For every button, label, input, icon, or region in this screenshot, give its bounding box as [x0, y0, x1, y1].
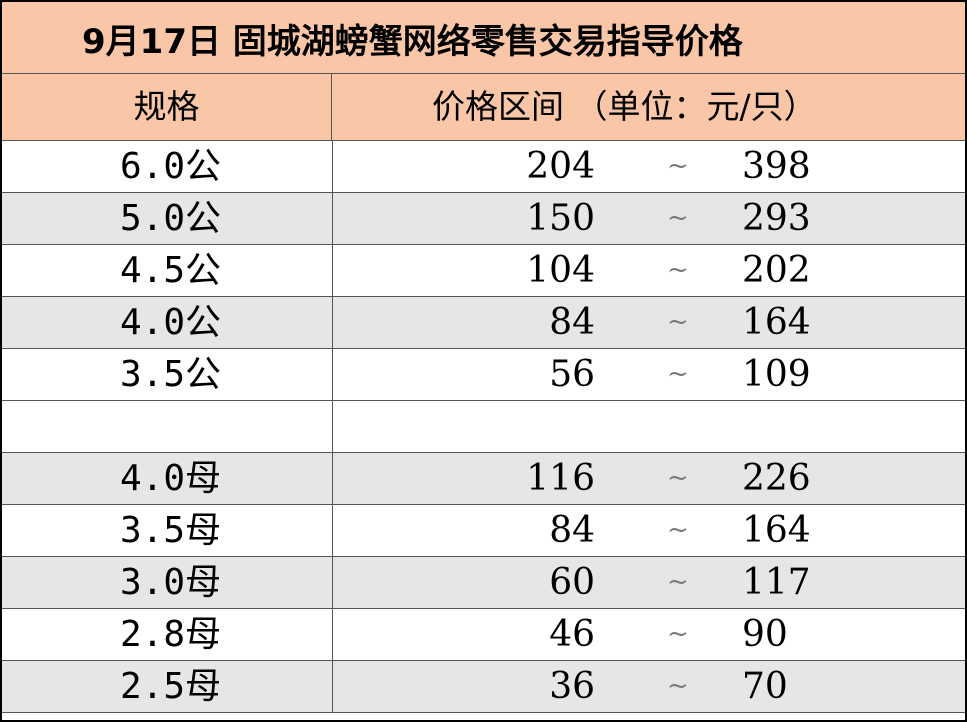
- table-row: 3.5公 56 ~109: [2, 349, 965, 401]
- spec-cell: 6.0公: [120, 146, 222, 187]
- spec-cell: 3.5母: [120, 510, 222, 551]
- price-low-cell: 116: [526, 458, 595, 499]
- column-divider: [332, 401, 333, 452]
- table-row: 4.0母 116 ~226: [2, 453, 965, 505]
- price-high-cell: 398: [742, 146, 811, 187]
- column-divider: [332, 661, 333, 712]
- column-divider: [332, 453, 333, 504]
- price-low-cell: 84: [549, 302, 595, 343]
- header-price-range: 价格区间 （单位：元/只）: [432, 87, 817, 126]
- header-row: 规格 价格区间 （单位：元/只）: [2, 74, 965, 141]
- header-spec: 规格: [2, 74, 332, 140]
- price-low-cell: 60: [549, 562, 595, 603]
- price-low-cell: 56: [549, 354, 595, 395]
- range-separator: ~: [667, 671, 689, 701]
- column-divider: [332, 609, 333, 660]
- price-low-cell: 150: [526, 198, 595, 239]
- table-row: 6.0公 204 ~398: [2, 141, 965, 193]
- price-low-cell: 46: [549, 614, 595, 655]
- price-low-cell: 204: [526, 146, 595, 187]
- spec-cell: 3.0母: [120, 562, 222, 603]
- spec-cell: 5.0公: [120, 198, 222, 239]
- table-title: 9月17日 固城湖螃蟹网络零售交易指导价格: [82, 22, 743, 62]
- range-separator: ~: [667, 567, 689, 597]
- spec-cell: 2.5母: [120, 666, 222, 707]
- table-row: 4.5公 104 ~202: [2, 245, 965, 297]
- range-separator: ~: [667, 619, 689, 649]
- column-divider: [332, 505, 333, 556]
- range-separator: ~: [667, 359, 689, 389]
- spec-cell: 3.5公: [120, 354, 222, 395]
- range-separator: ~: [667, 463, 689, 493]
- spec-cell: 4.0公: [120, 302, 222, 343]
- price-high-cell: 226: [742, 458, 811, 499]
- table-row: 5.0公 150 ~293: [2, 193, 965, 245]
- table-row: 3.0母 60 ~117: [2, 557, 965, 609]
- range-separator: ~: [667, 515, 689, 545]
- price-high-cell: 109: [742, 354, 811, 395]
- price-high-cell: 202: [742, 250, 811, 291]
- column-divider: [332, 193, 333, 244]
- table-row: 4.0公 84 ~164: [2, 297, 965, 349]
- range-separator: ~: [667, 151, 689, 181]
- column-divider: [332, 245, 333, 296]
- range-separator: ~: [667, 203, 689, 233]
- spec-cell: 4.5公: [120, 250, 222, 291]
- price-low-cell: 36: [549, 666, 595, 707]
- price-low-cell: 84: [549, 510, 595, 551]
- spec-cell: 4.0母: [120, 458, 222, 499]
- title-row: 9月17日 固城湖螃蟹网络零售交易指导价格: [2, 2, 965, 74]
- column-divider: [332, 557, 333, 608]
- table-row: 2.5母 36 ~70: [2, 661, 965, 713]
- price-high-cell: 90: [742, 614, 788, 655]
- spec-cell: 2.8母: [120, 614, 222, 655]
- price-high-cell: 164: [742, 510, 811, 551]
- column-divider: [332, 297, 333, 348]
- price-high-cell: 164: [742, 302, 811, 343]
- column-divider: [332, 141, 333, 192]
- table-row: 2.8母 46 ~90: [2, 609, 965, 661]
- spacer-row: [2, 401, 965, 453]
- price-high-cell: 293: [742, 198, 811, 239]
- table-row: 3.5母 84 ~164: [2, 505, 965, 557]
- price-high-cell: 117: [742, 562, 811, 603]
- price-high-cell: 70: [742, 666, 788, 707]
- price-low-cell: 104: [526, 250, 595, 291]
- column-divider: [332, 349, 333, 400]
- range-separator: ~: [667, 307, 689, 337]
- range-separator: ~: [667, 255, 689, 285]
